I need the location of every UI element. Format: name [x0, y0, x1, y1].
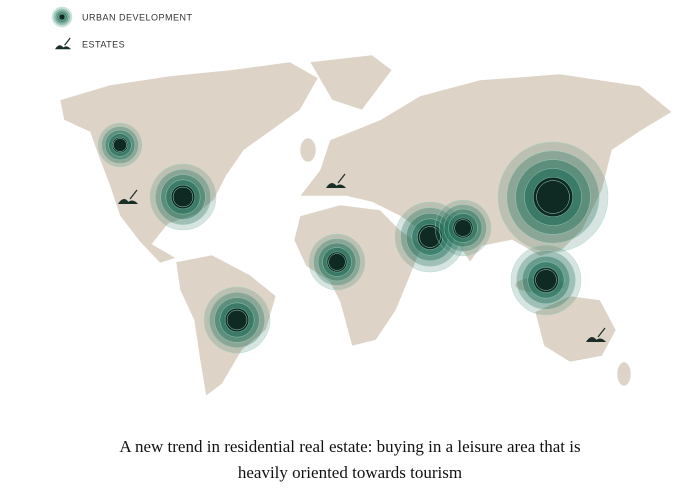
- legend-label: URBAN DEVELOPMENT: [82, 12, 193, 22]
- ring-core: [226, 309, 248, 331]
- estate-icon: [326, 183, 346, 188]
- ring: [111, 136, 129, 154]
- ring-core: [454, 219, 472, 237]
- legend: URBAN DEVELOPMENT ESTATES: [51, 6, 193, 50]
- ring-core: [113, 138, 127, 152]
- ring-core: [172, 186, 194, 208]
- africa: [293, 204, 423, 347]
- estate-pick: [64, 37, 71, 46]
- ring-core: [536, 180, 570, 214]
- uk: [299, 137, 317, 163]
- estate-pick: [337, 173, 346, 184]
- ring-core: [58, 13, 66, 21]
- estate-icon: [118, 199, 138, 204]
- estate-markers: [118, 173, 606, 342]
- estate-pick: [597, 327, 606, 338]
- urban-development-markers: [97, 122, 609, 354]
- ring-core: [419, 226, 441, 248]
- new-zealand: [616, 361, 632, 387]
- ring: [533, 267, 559, 293]
- ring: [170, 184, 196, 210]
- north-america: [59, 61, 319, 264]
- ring: [533, 176, 574, 217]
- ring: [224, 307, 250, 333]
- estate-icon: [55, 45, 71, 50]
- caption-line: heavily oriented towards tourism: [238, 463, 462, 482]
- legend-label: ESTATES: [82, 39, 125, 49]
- estate-pick: [129, 189, 138, 200]
- ring-core: [328, 253, 346, 271]
- ring: [417, 224, 443, 250]
- estate-icon: [586, 337, 606, 342]
- caption-line: A new trend in residential real estate: …: [119, 437, 580, 456]
- australia: [534, 295, 617, 363]
- ring-core: [535, 269, 557, 291]
- greenland: [309, 54, 393, 111]
- ring: [326, 251, 348, 273]
- ring: [58, 13, 66, 21]
- ring: [452, 217, 474, 239]
